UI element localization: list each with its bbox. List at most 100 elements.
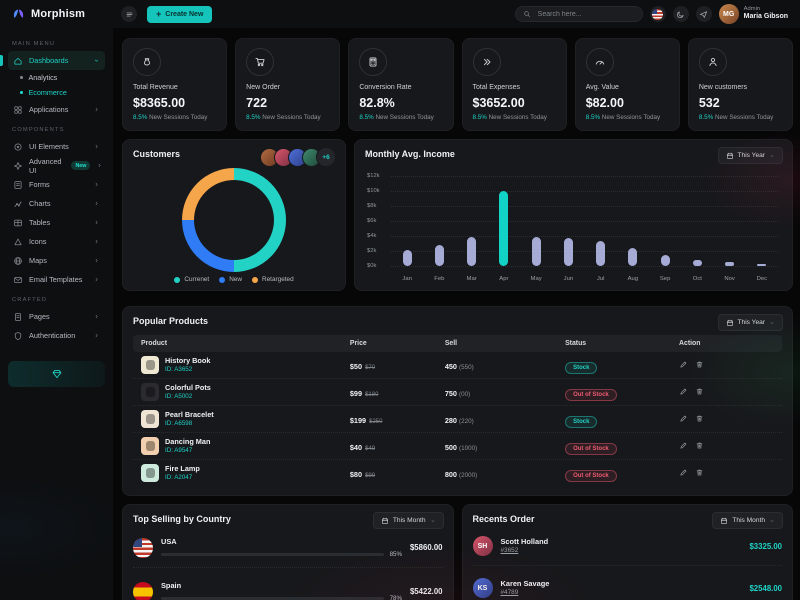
edit-button[interactable]: [679, 468, 688, 477]
product-thumbnail: [141, 383, 159, 401]
delete-button[interactable]: [695, 360, 704, 369]
order-customer-name: Scott Holland: [500, 536, 549, 546]
legend-item-retargeted: Retargeted: [252, 276, 294, 283]
stat-value: $8365.00: [133, 96, 186, 110]
delete-button[interactable]: [695, 387, 704, 396]
old-price: $180: [365, 392, 379, 398]
orders-filter-dropdown[interactable]: This Month: [712, 512, 783, 529]
create-new-button[interactable]: + Create New: [147, 5, 213, 23]
sidebar-item-pages[interactable]: Pages: [8, 307, 105, 326]
edit-icon: [680, 415, 687, 422]
menu-toggle-button[interactable]: [121, 6, 137, 22]
delete-button[interactable]: [695, 468, 704, 477]
product-id: ID: A5002: [165, 392, 193, 400]
sidebar-subitem-ecommerce[interactable]: Ecommerce: [8, 85, 105, 100]
forms-icon: [14, 180, 22, 189]
donut-hole: [194, 179, 274, 260]
sell-total: (2000): [459, 472, 478, 479]
sidebar: MAIN MENU Dashboards Analytics Ecommerce App…: [0, 28, 113, 600]
bar-jun: [563, 238, 573, 266]
gridline: [391, 206, 778, 207]
column-header-action: Action: [679, 340, 701, 347]
y-axis-tick: $0k: [367, 263, 377, 269]
sidebar-item-maps[interactable]: Maps: [8, 251, 105, 270]
order-id-link[interactable]: #3652: [500, 546, 519, 554]
edit-button[interactable]: [679, 387, 688, 396]
edit-button[interactable]: [679, 414, 688, 423]
sidebar-item-email-templates[interactable]: Email Templates: [8, 270, 105, 289]
trash-icon: [696, 442, 703, 449]
gridline: [391, 221, 778, 222]
dark-mode-button[interactable]: [672, 6, 689, 22]
country-filter-dropdown[interactable]: This Month: [372, 512, 444, 529]
delete-button[interactable]: [695, 441, 704, 450]
stat-card-conversion-rate: Conversion Rate 82.8% 8.5% New Sessions To…: [348, 38, 454, 131]
chevron-down-icon: [769, 320, 775, 326]
order-avatar: KS: [472, 578, 493, 598]
support-button[interactable]: [8, 361, 105, 387]
sell-count: 800: [444, 470, 457, 479]
search-input[interactable]: [535, 9, 635, 19]
sidebar-item-ui-elements[interactable]: UI Elements: [8, 137, 105, 156]
sidebar-item-authentication[interactable]: Authentication: [8, 326, 105, 345]
sidebar-item-charts[interactable]: Charts: [8, 194, 105, 213]
moneybag-icon: [144, 58, 150, 66]
customers-card: Customers +6 Currenet New Retargeted: [122, 139, 346, 291]
products-filter-dropdown[interactable]: This Year: [717, 314, 783, 331]
month-label: Aug: [627, 276, 639, 282]
sidebar-item-dashboards[interactable]: Dashboards: [0, 51, 105, 70]
sidebar-item-icons[interactable]: Icons: [8, 232, 105, 251]
order-amount: $3325.00: [749, 541, 782, 551]
income-title: Monthly Avg. Income: [365, 149, 455, 159]
order-id-link[interactable]: #4789: [500, 588, 519, 596]
sidebar-subitem-analytics[interactable]: Analytics: [8, 70, 105, 85]
delete-button[interactable]: [695, 414, 704, 423]
stat-label: Total Revenue: [133, 84, 178, 91]
language-flag-button[interactable]: [649, 6, 666, 22]
sidebar-item-tables[interactable]: Tables: [8, 213, 105, 232]
income-bar-chart: $12k $10k $8k $6k $4k $2k $0k: [367, 173, 778, 269]
share-button[interactable]: [695, 6, 712, 22]
chevron-down-icon: [770, 154, 774, 157]
table-row: History Book ID: A3652 $50 $70 450 (550) Stock: [133, 352, 782, 379]
table-row: Dancing Man ID: A9547 $40 $49 500 (1000) Out o…: [133, 433, 782, 460]
y-axis-tick: $2k: [367, 248, 377, 254]
section-label: MAIN MENU: [12, 41, 56, 47]
bar-jan: [402, 249, 412, 266]
income-filter-dropdown[interactable]: This Year: [717, 147, 783, 164]
sidebar-item-advanced-ui[interactable]: Advanced UI New: [8, 156, 105, 175]
sidebar-item-forms[interactable]: Forms: [8, 175, 105, 194]
sidebar-item-applications[interactable]: Applications: [8, 100, 105, 119]
order-row-karen-savage: KS Karen Savage #4789 $2548.00: [472, 578, 782, 600]
top-selling-country-card: Top Selling by Country This Month USA 85%…: [122, 504, 454, 600]
chevron-right-icon: [95, 144, 98, 149]
menu-icon: [126, 12, 132, 16]
month-label: Dec: [756, 276, 768, 282]
sell-total: (550): [459, 364, 474, 371]
calendar-icon: [381, 517, 388, 524]
app-title: Morphism: [31, 8, 86, 20]
y-axis-tick: $10k: [367, 188, 380, 194]
product-id: ID: A2047: [165, 473, 193, 481]
stat-label: Conversion Rate: [359, 84, 412, 91]
chevron-right-icon: [95, 314, 98, 319]
edit-button[interactable]: [679, 441, 688, 450]
search-bar: [514, 6, 643, 22]
stat-delta: 8.5% New Sessions Today: [133, 114, 208, 121]
chevron-right-icon: [95, 239, 98, 244]
chevron-down-icon: [769, 518, 775, 524]
calendar-icon: [721, 517, 728, 524]
bullet-dot: [20, 91, 23, 94]
legend-dot: [174, 276, 181, 283]
month-label: Jun: [563, 276, 574, 282]
pages-icon: [14, 312, 21, 321]
more-customers-badge: +6: [316, 147, 336, 167]
bar-aug: [628, 248, 638, 266]
month-label: Apr: [499, 276, 509, 282]
chevron-right-icon: [95, 333, 98, 338]
user-menu[interactable]: MG Admin Maria Gibson: [718, 4, 788, 24]
stat-value: $3652.00: [472, 96, 525, 110]
chevron-right-icon: [95, 182, 98, 187]
edit-button[interactable]: [679, 360, 688, 369]
